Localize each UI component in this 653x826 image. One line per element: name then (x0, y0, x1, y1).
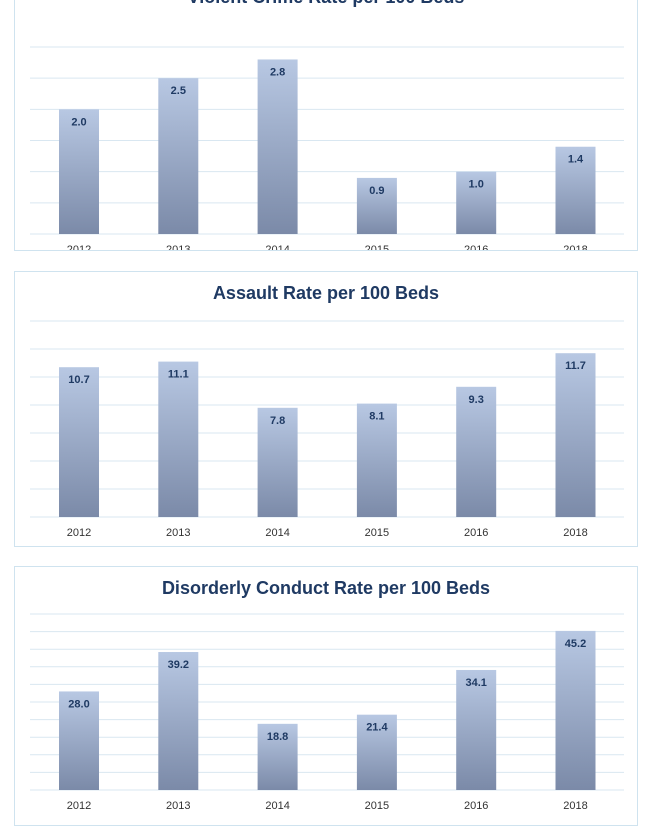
bar-2013 (158, 361, 199, 517)
x-tick-label: 2012 (67, 800, 91, 812)
bar-2018 (555, 353, 596, 517)
bar-2012 (59, 109, 99, 234)
x-tick-label: 2016 (464, 527, 488, 539)
assault-chart: 10.7 2012 11.1 2013 7.8 2014 8.1 2015 9.3 2016 11.… (30, 320, 624, 539)
x-tick-label: 2013 (166, 244, 190, 251)
bar-2014 (257, 723, 298, 790)
bar-value-label: 21.4 (366, 722, 388, 734)
violent-crime-chart-panel: Violent Crime Rate per 100 Beds 2.020122… (14, 0, 638, 251)
bar-2016 (456, 386, 497, 517)
bar-2013 (158, 78, 199, 235)
assault-chart-panel: Assault Rate per 100 Beds 10.7 2012 11.1 20… (14, 271, 638, 547)
bar-value-label: 0.9 (369, 185, 384, 197)
bar-value-label: 9.3 (469, 394, 484, 406)
x-tick-label: 2015 (365, 527, 389, 539)
bar-2016 (456, 171, 497, 234)
x-tick-label: 2013 (166, 527, 190, 539)
x-tick-label: 2018 (563, 527, 587, 539)
bar-2015 (356, 714, 397, 790)
bar-2016 (456, 669, 497, 790)
bar-value-label: 1.0 (469, 179, 484, 191)
bar-value-label: 8.1 (369, 411, 384, 423)
disorderly-conduct-chart: 28.0 2012 39.2 2013 18.8 2014 21.4 2015 34.1 2016… (30, 613, 624, 812)
bar-value-label: 2.0 (71, 116, 86, 128)
x-tick-label: 2012 (67, 527, 91, 539)
x-tick-label: 2018 (563, 244, 587, 251)
bar-value-label: 34.1 (465, 677, 486, 689)
bar-value-label: 2.5 (171, 85, 186, 97)
bar-value-label: 11.7 (565, 360, 586, 372)
bar-value-label: 2.8 (270, 66, 285, 78)
bar-2014 (257, 407, 298, 517)
bar-2015 (356, 177, 397, 234)
x-tick-label: 2014 (265, 527, 289, 539)
x-tick-label: 2013 (166, 800, 190, 812)
x-tick-label: 2015 (365, 800, 389, 812)
x-tick-label: 2018 (563, 800, 587, 812)
x-tick-label: 2014 (265, 244, 289, 251)
x-tick-label: 2016 (464, 800, 488, 812)
bar-value-label: 11.1 (168, 369, 189, 381)
chart-title: Assault Rate per 100 Beds (212, 283, 440, 303)
bar-2013 (158, 652, 199, 790)
bar-value-label: 1.4 (568, 154, 584, 166)
bar-value-label: 10.7 (68, 374, 89, 386)
x-tick-label: 2012 (67, 244, 91, 251)
bar-value-label: 28.0 (68, 698, 89, 710)
bar-2012 (59, 691, 99, 790)
bar-value-label: 45.2 (565, 638, 586, 650)
x-tick-label: 2016 (464, 244, 488, 251)
bar-2014 (257, 59, 298, 234)
bar-2018 (555, 630, 596, 790)
bar-value-label: 7.8 (270, 415, 285, 427)
bar-2015 (356, 403, 397, 517)
bar-value-label: 18.8 (267, 731, 288, 743)
violent-crime-chart: 2.0 2012 2.5 2013 2.8 2014 0.9 2015 1.0 2016 1.4 20… (30, 46, 624, 251)
x-tick-label: 2015 (365, 244, 389, 251)
chart-title: Disorderly Conduct Rate per 100 Beds (161, 578, 491, 598)
x-tick-label: 2014 (265, 800, 289, 812)
bar-2012 (59, 367, 99, 517)
bar-value-label: 39.2 (168, 659, 189, 671)
bar-2018 (555, 146, 596, 234)
disorderly-conduct-chart-panel: Disorderly Conduct Rate per 100 Beds 28.… (14, 566, 638, 826)
chart-title: Violent Crime Rate per 100 Beds (15, 0, 637, 8)
